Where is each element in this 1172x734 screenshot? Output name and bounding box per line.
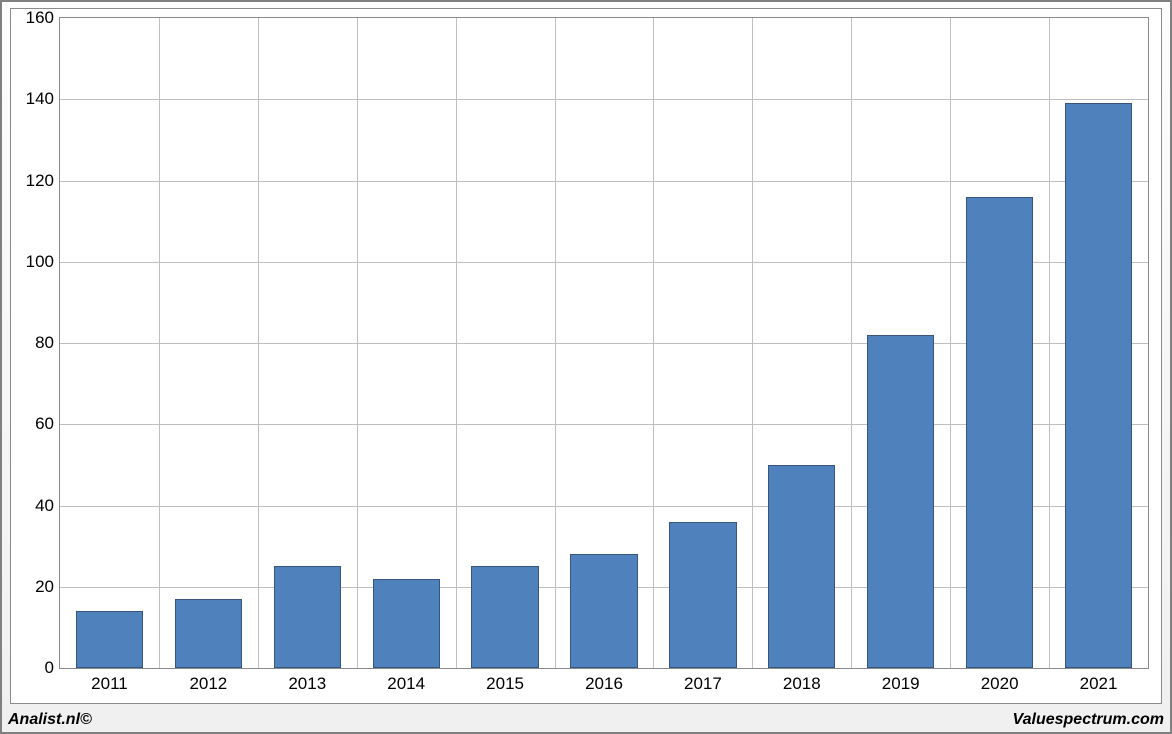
x-axis-label: 2012 (189, 674, 227, 694)
x-axis-label: 2019 (882, 674, 920, 694)
y-axis-label: 140 (26, 89, 54, 109)
gridline-v (555, 18, 556, 668)
gridline-v (357, 18, 358, 668)
gridline-v (1049, 18, 1050, 668)
y-axis-label: 0 (45, 658, 54, 678)
gridline-v (851, 18, 852, 668)
footer-left-credit: Analist.nl© (8, 711, 92, 729)
y-axis-label: 40 (35, 496, 54, 516)
x-axis-label: 2015 (486, 674, 524, 694)
gridline-v (456, 18, 457, 668)
y-axis-label: 20 (35, 577, 54, 597)
bar (570, 554, 637, 668)
y-axis-label: 100 (26, 252, 54, 272)
bar (274, 566, 341, 668)
gridline-h (60, 181, 1148, 182)
bar (669, 522, 736, 668)
plot-area: 0204060801001201401602011201220132014201… (59, 17, 1149, 669)
x-axis-label: 2011 (91, 674, 128, 694)
x-axis-label: 2017 (684, 674, 722, 694)
x-axis-label: 2018 (783, 674, 821, 694)
x-axis-label: 2014 (387, 674, 425, 694)
gridline-v (950, 18, 951, 668)
bar (471, 566, 538, 668)
gridline-h (60, 99, 1148, 100)
bar (175, 599, 242, 668)
bar (867, 335, 934, 668)
bar (76, 611, 143, 668)
y-axis-label: 80 (35, 333, 54, 353)
bar (966, 197, 1033, 668)
x-axis-label: 2016 (585, 674, 623, 694)
bar (768, 465, 835, 668)
y-axis-label: 160 (26, 8, 54, 28)
y-axis-label: 120 (26, 171, 54, 191)
footer-right-credit: Valuespectrum.com (1013, 711, 1164, 729)
x-axis-label: 2020 (981, 674, 1019, 694)
x-axis-label: 2021 (1080, 674, 1118, 694)
bar (373, 579, 440, 668)
x-axis-label: 2013 (288, 674, 326, 694)
gridline-v (159, 18, 160, 668)
y-axis-label: 60 (35, 414, 54, 434)
bar (1065, 103, 1132, 668)
gridline-v (653, 18, 654, 668)
chart-panel: 0 20 40 60 80 100 120 140 160 2011 2012 2013 2014 201… (10, 8, 1162, 704)
gridline-v (752, 18, 753, 668)
gridline-v (258, 18, 259, 668)
outer-frame: 0 20 40 60 80 100 120 140 160 2011 2012 2013 2014 201… (0, 0, 1172, 734)
